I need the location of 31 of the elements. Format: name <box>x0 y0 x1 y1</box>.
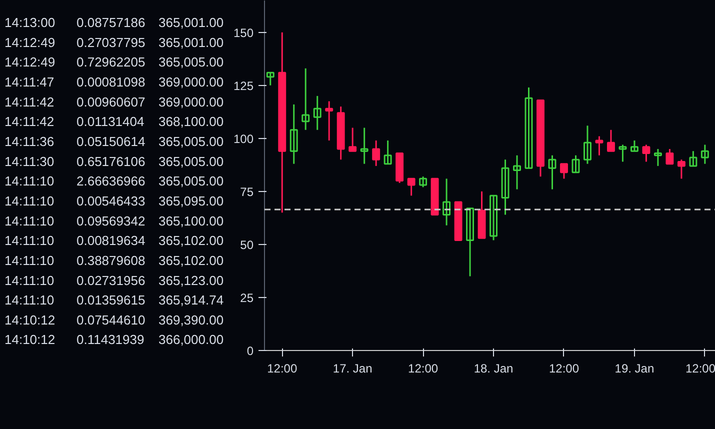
y-tick-label: 75 <box>240 184 254 199</box>
y-tick-label: 100 <box>233 132 254 146</box>
text: 14:11:10 0.09569342 365,100.00 <box>4 213 224 228</box>
text: 14:12:49 0.27037795 365,001.00 <box>4 34 224 50</box>
y-tick-label: 25 <box>240 290 254 305</box>
text: 14:10:12 0.11431939 366,000.00 <box>4 332 224 348</box>
text: 14:11:36 0.05150614 365,005.00 <box>4 134 224 149</box>
y-tick-label: 125 <box>233 78 254 93</box>
y-tick-label: 150 <box>233 26 254 40</box>
text: 14:11:30 0.65176106 365,005.00 <box>4 154 224 169</box>
y-tick-label: 50 <box>240 238 254 252</box>
y-tick-label: 0 <box>246 344 254 358</box>
x-tick-label: 12:00 <box>408 362 438 376</box>
text: 14:11:47 0.00081098 369,000.00 <box>4 74 224 90</box>
text: 14:11:10 0.38879608 365,102.00 <box>4 252 224 268</box>
text: 14:11:10 0.00546433 365,095.00 <box>4 193 224 208</box>
x-tick-label: 12:00 <box>267 362 298 376</box>
x-tick-label: 19. Jan <box>614 362 654 376</box>
text: 14:11:10 0.02731956 365,123.00 <box>4 272 224 288</box>
text: 14:11:10 0.00819634 365,102.00 <box>4 233 224 248</box>
x-tick-label: 12:00 <box>685 362 715 376</box>
text: 14:11:10 0.01359615 365,914.74 <box>4 292 224 308</box>
text: 14:11:10 2.66636966 365,005.00 <box>4 174 224 189</box>
text: 14:11:42 0.01131404 368,100.00 <box>4 114 224 130</box>
text: 14:13:00 0.08757186 365,001.00 <box>4 15 224 30</box>
x-tick-label: 18. Jan <box>474 362 514 376</box>
x-tick-label: 17. Jan <box>332 362 372 376</box>
x-tick-label: 12:00 <box>548 362 580 376</box>
text: 14:12:49 0.72962205 365,005.00 <box>4 54 224 70</box>
text: 14:11:42 0.00960607 369,000.00 <box>4 94 224 110</box>
text: 14:10:12 0.07544610 369,390.00 <box>4 312 224 328</box>
